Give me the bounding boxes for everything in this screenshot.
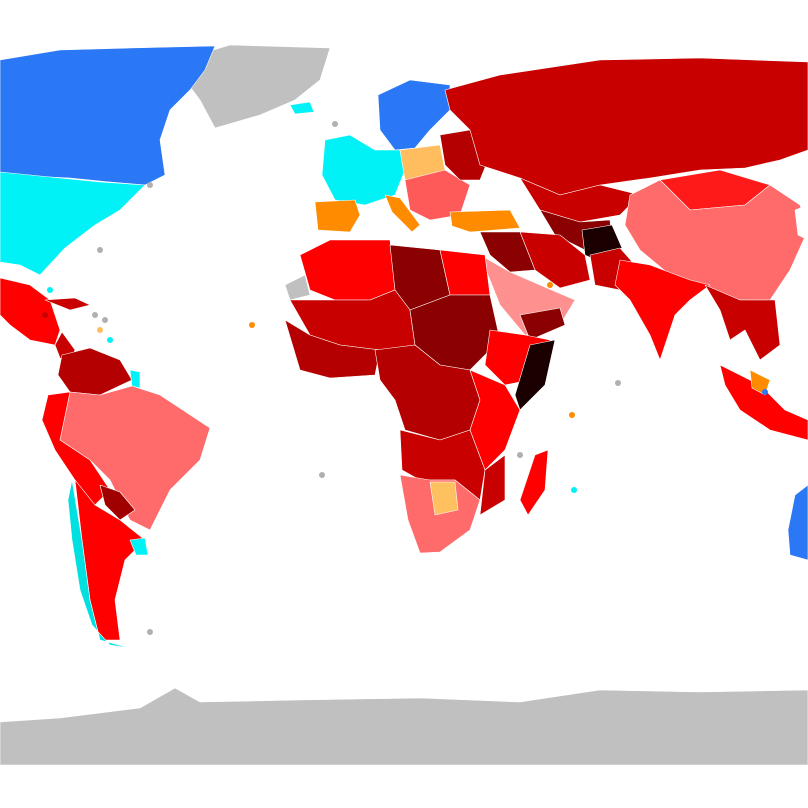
southeast-asia — [704, 284, 781, 361]
small-state — [92, 312, 98, 318]
uruguay — [129, 537, 149, 556]
peru-bolivia — [41, 391, 111, 506]
somalia — [514, 339, 556, 411]
china — [624, 179, 808, 301]
australia — [787, 484, 808, 561]
madagascar — [519, 449, 549, 516]
small-state — [517, 452, 523, 458]
spain — [314, 199, 361, 233]
small-state — [147, 629, 153, 635]
north-africa-west — [299, 239, 396, 301]
small-state — [249, 322, 255, 328]
iceland — [289, 101, 315, 115]
mozambique — [479, 454, 506, 516]
turkey — [449, 209, 521, 233]
small-state — [47, 287, 53, 293]
small-state — [332, 121, 338, 127]
scandinavia — [377, 79, 451, 151]
small-state — [762, 389, 768, 395]
venezuela-colombia — [57, 347, 133, 396]
small-state — [319, 472, 325, 478]
russia — [444, 57, 808, 196]
paraguay — [99, 484, 136, 521]
western-sahara — [284, 274, 311, 301]
iraq-syria — [479, 231, 536, 273]
usa — [0, 171, 146, 276]
indonesia — [719, 364, 808, 441]
guianas — [129, 369, 141, 389]
botswana — [429, 481, 459, 516]
yemen — [519, 307, 566, 341]
small-state — [569, 412, 575, 418]
small-state — [102, 317, 108, 323]
east-africa — [469, 369, 521, 471]
small-state — [97, 247, 103, 253]
small-state — [615, 380, 621, 386]
small-state — [42, 312, 48, 318]
japan — [794, 204, 808, 241]
small-state — [107, 337, 113, 343]
chile — [67, 479, 131, 649]
caribbean — [44, 297, 91, 311]
western-europe — [321, 134, 406, 206]
small-state — [571, 487, 577, 493]
antarctica — [0, 687, 808, 766]
greenland — [179, 44, 331, 129]
small-state — [547, 282, 553, 288]
india — [614, 259, 711, 361]
small-state — [97, 327, 103, 333]
small-state — [147, 182, 153, 188]
italy — [384, 194, 421, 233]
